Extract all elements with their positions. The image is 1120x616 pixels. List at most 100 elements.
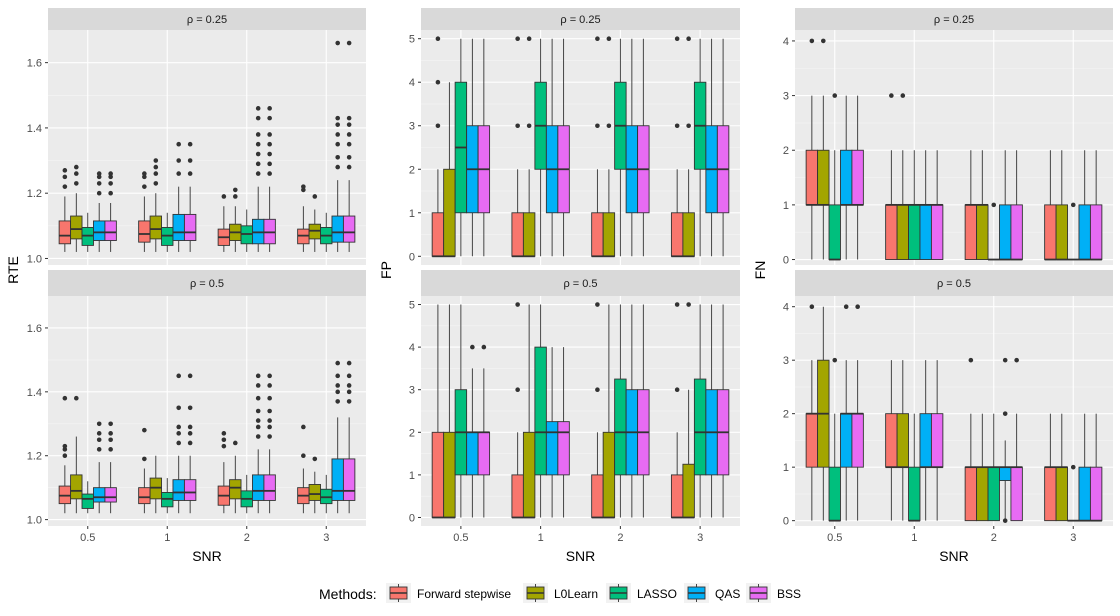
outlier-point xyxy=(968,357,974,363)
box-forward-stepwise xyxy=(58,395,72,514)
box-body xyxy=(828,204,841,260)
outlier-point xyxy=(221,443,227,449)
y-axis-title: RTE xyxy=(5,256,21,284)
y-tick-label: 2 xyxy=(783,409,789,421)
outlier-point xyxy=(221,194,227,199)
box-body xyxy=(805,413,819,468)
box-body xyxy=(557,421,570,476)
box-body xyxy=(1044,466,1057,522)
y-tick-label: 3 xyxy=(409,121,415,133)
box-body xyxy=(172,213,185,241)
outlier-point xyxy=(96,431,102,436)
outlier-point xyxy=(176,141,181,147)
outlier-point xyxy=(346,141,352,147)
outlier-point xyxy=(255,373,261,379)
outlier-point xyxy=(832,357,838,363)
box-body xyxy=(885,413,898,468)
outlier-point xyxy=(335,360,340,366)
box-body xyxy=(999,204,1012,260)
y-tick-label: 2 xyxy=(409,164,415,176)
x-tick-label: 2 xyxy=(617,532,623,544)
y-tick-label: 3 xyxy=(783,355,789,367)
outlier-point xyxy=(346,115,352,121)
box-body xyxy=(670,212,684,257)
box-l0learn xyxy=(149,158,162,252)
box-body xyxy=(70,215,83,240)
box-body xyxy=(817,149,830,206)
outlier-point xyxy=(96,437,102,443)
box-body xyxy=(1078,466,1091,522)
outlier-point xyxy=(346,383,352,388)
outlier-point xyxy=(267,132,272,137)
panel-fn-row-1: ρ = 0.25 0 1 2 3 4 xyxy=(783,8,1113,267)
outlier-point xyxy=(187,424,193,430)
outlier-point xyxy=(1070,202,1076,208)
outlier-point xyxy=(435,123,441,129)
outlier-point xyxy=(187,373,193,379)
outlier-point xyxy=(176,424,181,430)
outlier-point xyxy=(176,158,181,163)
x-tick-label: 2 xyxy=(244,532,250,544)
outlier-point xyxy=(96,421,102,427)
box-l0learn xyxy=(817,306,830,521)
outlier-point xyxy=(74,395,79,401)
box-bss xyxy=(637,38,650,257)
outlier-point xyxy=(809,304,815,309)
outlier-point xyxy=(176,440,181,446)
outlier-point xyxy=(335,132,340,137)
box-body xyxy=(308,484,321,501)
outlier-point xyxy=(255,395,261,401)
outlier-point xyxy=(187,405,193,411)
box-l0learn xyxy=(682,302,695,519)
outlier-point xyxy=(674,387,680,393)
y-tick-label: 1.6 xyxy=(27,58,42,70)
outlier-point xyxy=(267,161,272,167)
outlier-point xyxy=(335,115,340,121)
box-bss xyxy=(1010,357,1023,522)
facet-strip xyxy=(48,8,366,30)
box-qas xyxy=(172,373,185,514)
legend-item-label: LASSO xyxy=(637,587,677,601)
box-body xyxy=(908,466,921,522)
panel-fn-row-2: ρ = 0.5 0 1 2 3 4 xyxy=(783,270,1113,528)
box-body xyxy=(1089,204,1103,260)
x-axis-title: SNR xyxy=(939,548,969,564)
box-bss xyxy=(183,373,197,514)
outlier-point xyxy=(142,171,147,176)
outlier-point xyxy=(346,399,352,404)
outlier-point xyxy=(346,373,352,379)
y-tick-label: 4 xyxy=(783,302,789,314)
outlier-point xyxy=(176,431,181,436)
outlier-point xyxy=(515,387,520,393)
y-tick-label: 5 xyxy=(409,300,415,312)
box-body xyxy=(999,466,1012,481)
facet-strip-label: ρ = 0.25 xyxy=(187,14,227,26)
outlier-point xyxy=(301,424,306,430)
box-lasso xyxy=(534,38,547,257)
outlier-point xyxy=(74,181,79,186)
outlier-point xyxy=(255,171,261,176)
box-bss xyxy=(930,150,944,260)
box-body xyxy=(81,493,94,509)
outlier-point xyxy=(255,141,261,147)
box-l0learn xyxy=(70,395,83,514)
box-bss xyxy=(851,304,864,521)
outlier-point xyxy=(346,122,352,127)
outlier-point xyxy=(335,389,340,395)
y-tick-label: 1 xyxy=(409,208,415,220)
outlier-point xyxy=(153,171,159,176)
outlier-point xyxy=(1002,411,1008,416)
outlier-point xyxy=(301,187,306,193)
outlier-point xyxy=(346,154,352,160)
outlier-point xyxy=(686,123,691,129)
facet-strip-label: ρ = 0.25 xyxy=(560,14,600,26)
box-bss xyxy=(851,95,864,260)
outlier-point xyxy=(267,424,272,430)
box-lasso xyxy=(1067,202,1080,261)
x-tick-label: 3 xyxy=(697,532,703,544)
outlier-point xyxy=(595,387,600,393)
box-body xyxy=(1010,466,1023,522)
outlier-point xyxy=(821,38,826,44)
outlier-point xyxy=(312,194,318,199)
facet-strip-label: ρ = 0.25 xyxy=(934,14,974,26)
